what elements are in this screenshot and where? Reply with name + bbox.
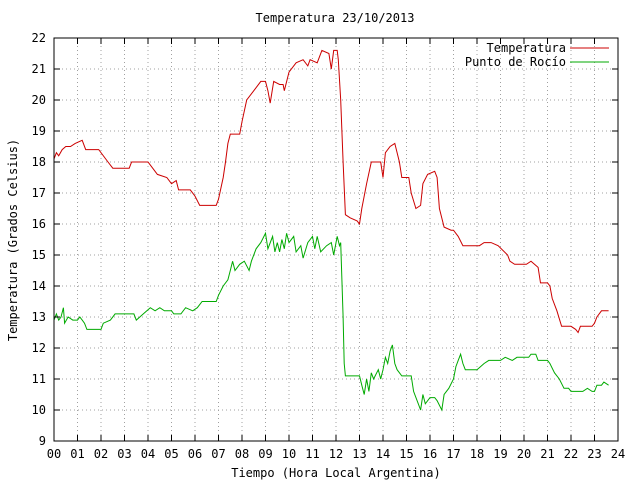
chart-title: Temperatura 23/10/2013: [256, 11, 415, 25]
y-tick-label: 15: [32, 248, 46, 262]
y-tick-label: 17: [32, 186, 46, 200]
x-tick-label: 08: [235, 447, 249, 461]
y-tick-label: 10: [32, 403, 46, 417]
y-tick-label: 21: [32, 62, 46, 76]
x-tick-label: 17: [446, 447, 460, 461]
x-tick-label: 09: [258, 447, 272, 461]
x-tick-label: 12: [329, 447, 343, 461]
grid: [54, 38, 618, 441]
y-tick-label: 9: [39, 434, 46, 448]
legend-label: Punto de Rocío: [465, 55, 566, 69]
y-tick-label: 20: [32, 93, 46, 107]
x-tick-label: 03: [117, 447, 131, 461]
x-tick-label: 20: [517, 447, 531, 461]
y-tick-label: 14: [32, 279, 46, 293]
x-tick-label: 10: [282, 447, 296, 461]
x-tick-label: 04: [141, 447, 155, 461]
x-tick-label: 22: [564, 447, 578, 461]
y-tick-label: 19: [32, 124, 46, 138]
y-axis-label: Temperatura (Grados Celsius): [6, 139, 20, 341]
x-tick-label: 05: [164, 447, 178, 461]
x-tick-labels: 00 01 02 03 04 05 06 07 08 09 10 11 12 13 14 15 16 17 18 19…: [47, 447, 625, 461]
y-tick-label: 16: [32, 217, 46, 231]
x-tick-label: 01: [70, 447, 84, 461]
x-tick-label: 18: [470, 447, 484, 461]
series-line-punto-de-rocio: [53, 231, 609, 412]
y-tick-label: 18: [32, 155, 46, 169]
legend-label: Temperatura: [487, 41, 566, 55]
axis-ticks: [53, 37, 619, 442]
x-tick-label: 15: [399, 447, 413, 461]
x-tick-label: 02: [94, 447, 108, 461]
x-tick-label: 13: [352, 447, 366, 461]
y-tick-label: 11: [32, 372, 46, 386]
x-axis-label: Tiempo (Hora Local Argentina): [231, 466, 441, 480]
x-tick-label: 11: [305, 447, 319, 461]
x-tick-label: 16: [423, 447, 437, 461]
x-tick-label: 14: [376, 447, 390, 461]
x-tick-label: 07: [211, 447, 225, 461]
x-tick-label: 00: [47, 447, 61, 461]
y-tick-labels: 9 10 11 12 13 14 15 16 17 18 19 20 21 22: [32, 31, 46, 448]
series-line-temperatura: [53, 49, 609, 334]
x-tick-label: 24: [611, 447, 625, 461]
x-tick-label: 23: [587, 447, 601, 461]
y-tick-label: 22: [32, 31, 46, 45]
series-layer: [53, 49, 609, 412]
x-tick-label: 06: [188, 447, 202, 461]
x-tick-label: 21: [540, 447, 554, 461]
x-tick-label: 19: [493, 447, 507, 461]
y-tick-label: 13: [32, 310, 46, 324]
y-tick-label: 12: [32, 341, 46, 355]
